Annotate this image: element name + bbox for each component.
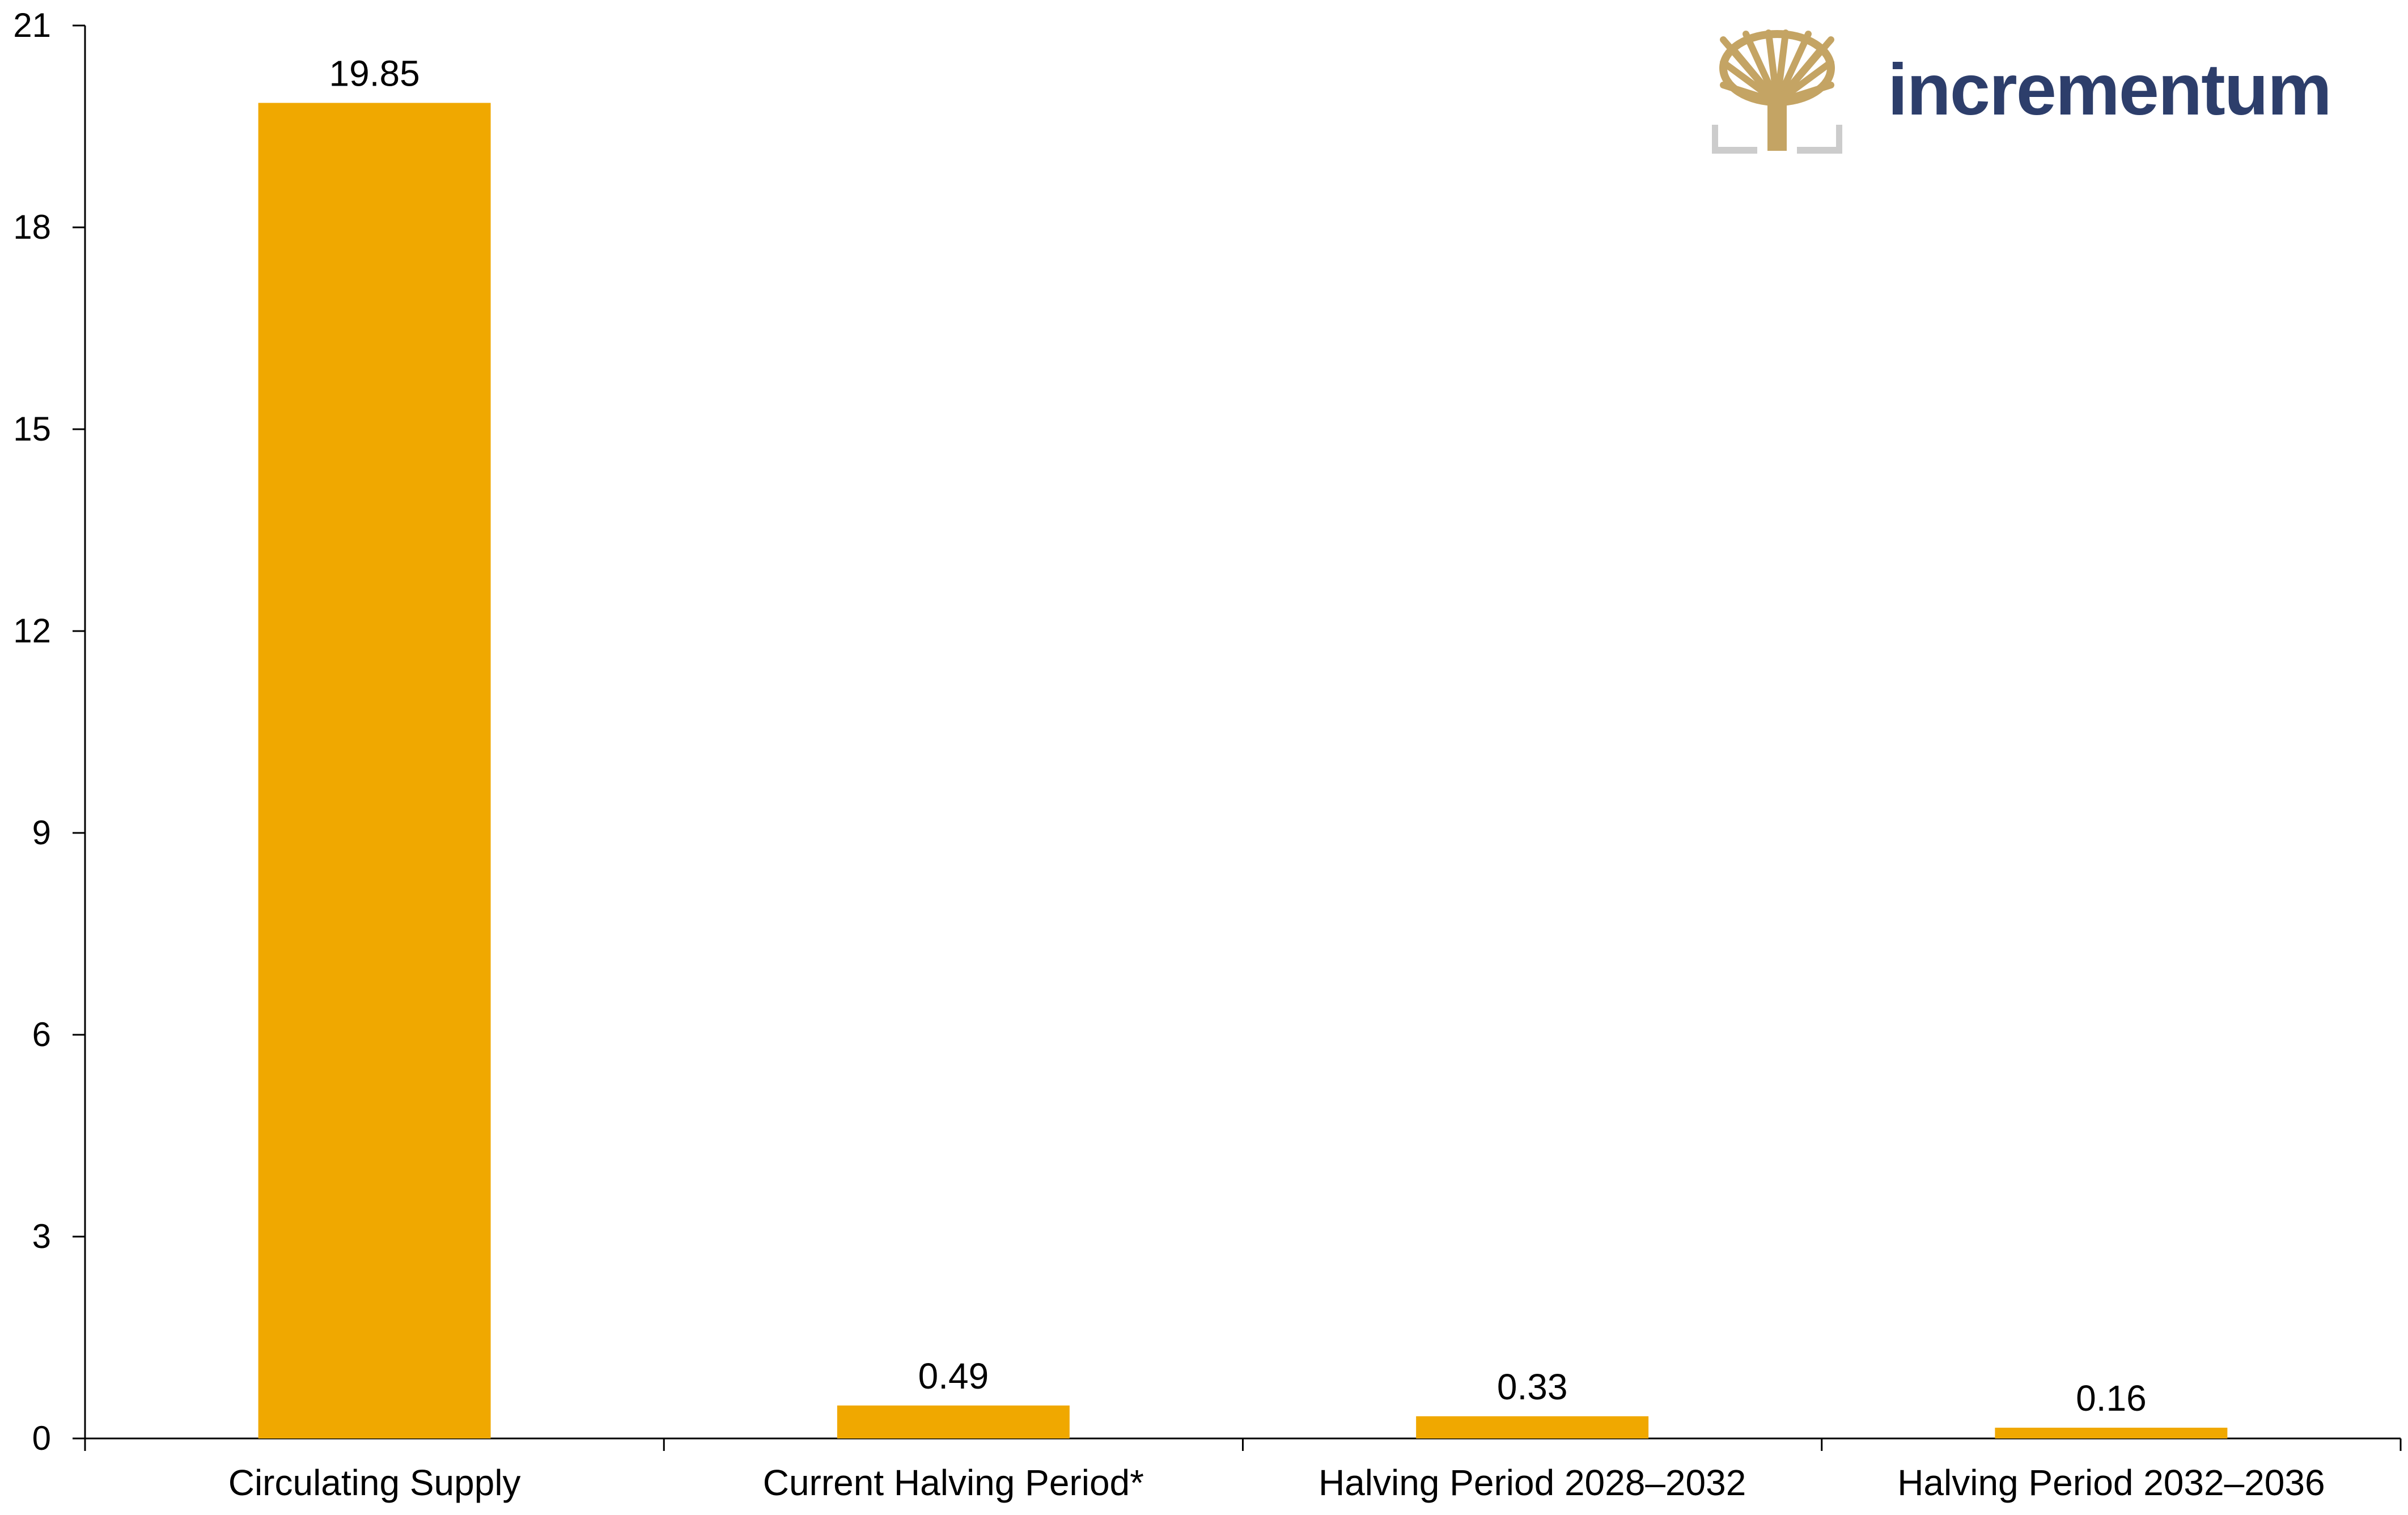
data-label: 0.49 xyxy=(918,1356,989,1396)
y-tick-label: 6 xyxy=(32,1015,51,1053)
category-label: Halving Period 2032–2036 xyxy=(1897,1462,2325,1503)
bar xyxy=(258,103,491,1439)
bar xyxy=(837,1405,1070,1438)
y-tick-label: 15 xyxy=(13,410,51,448)
y-tick-label: 21 xyxy=(13,6,51,44)
y-tick-label: 18 xyxy=(13,208,51,246)
data-label: 0.33 xyxy=(1497,1366,1568,1407)
y-tick-label: 12 xyxy=(13,612,51,650)
labels: 0 3 6 9 12 15 18 21 19.85 Circulating Supply 0.49 C… xyxy=(13,6,2325,1503)
data-label: 0.16 xyxy=(2076,1378,2147,1419)
y-tick-label: 0 xyxy=(32,1419,51,1457)
bar xyxy=(1995,1428,2228,1438)
data-label: 19.85 xyxy=(329,53,420,94)
incrementum-logo xyxy=(1712,28,2364,159)
bar xyxy=(1416,1416,1649,1438)
category-label: Circulating Supply xyxy=(228,1462,521,1503)
y-tick-label: 3 xyxy=(32,1217,51,1255)
category-label: Halving Period 2028–2032 xyxy=(1319,1462,1746,1503)
y-tick-label: 9 xyxy=(32,814,51,852)
category-label: Current Halving Period* xyxy=(763,1462,1144,1503)
logo-text: incrementum xyxy=(1888,49,2332,130)
tree-icon xyxy=(1712,29,1842,154)
bars xyxy=(258,103,2228,1439)
